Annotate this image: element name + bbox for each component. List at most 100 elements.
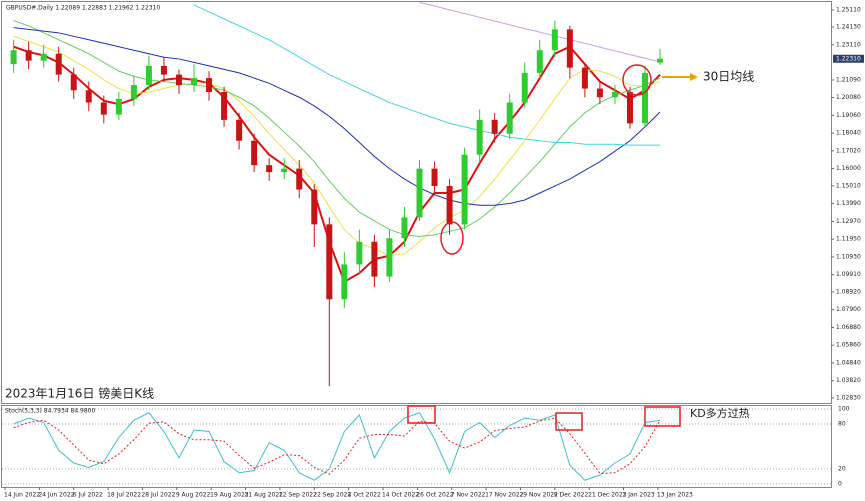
last-price-label: 1.22310: [836, 55, 861, 62]
candle-body: [611, 92, 618, 98]
candle-body: [386, 238, 393, 277]
annotation: KD多方过热: [690, 406, 750, 420]
line-series: [419, 2, 661, 63]
candle-body: [521, 72, 528, 103]
y-tick-label: 1.13990: [836, 200, 861, 207]
candle-body: [536, 50, 543, 73]
candle-body: [326, 224, 333, 300]
x-tick-label: 12 Sep 2022: [279, 492, 317, 499]
arrow-head: [690, 73, 698, 81]
x-tick-label: 14 Jun 2022: [4, 492, 40, 499]
y-tick-label: 1.04840: [836, 359, 861, 366]
x-tick-label: 18 Jul 2022: [107, 492, 141, 499]
x-tick-label: 9 Dec 2022: [554, 492, 589, 499]
candle-body: [371, 241, 378, 277]
last-price-box: [833, 54, 864, 63]
y-tick-label: 100: [838, 406, 850, 413]
y-tick-label: 20: [838, 466, 846, 473]
candle-body: [115, 98, 122, 115]
candle-body: [416, 168, 423, 218]
y-tick-label: 1.11950: [836, 236, 861, 243]
price-frame: [1, 1, 832, 404]
x-tick-label: 9 Aug 2022: [176, 492, 211, 499]
candle-body: [130, 85, 137, 99]
line-series: [13, 27, 661, 206]
candle-body: [657, 58, 664, 63]
y-tick-label: 1.08920: [836, 288, 861, 295]
line-series: [13, 20, 661, 238]
annotation: 30日均线: [703, 70, 754, 84]
candle-body: [145, 65, 152, 86]
x-tick-label: 22 Sep 2022: [313, 492, 351, 499]
candle-body: [236, 119, 243, 141]
y-tick-label: 1.20080: [836, 94, 861, 101]
y-tick-label: 1.07900: [836, 306, 861, 313]
highlight-box: [407, 405, 436, 424]
stoch-header: Stoch(5,3,3) 84.7934 84.9800: [5, 408, 96, 415]
candle-body: [596, 88, 603, 98]
y-tick-label: 1.15010: [836, 182, 861, 189]
y-tick-label: 1.25110: [836, 7, 861, 14]
x-tick-label: 17 Nov 2022: [485, 492, 524, 499]
x-tick-label: 4 Oct 2022: [348, 492, 381, 499]
candle-body: [491, 119, 498, 134]
candle-body: [626, 92, 633, 124]
candle-body: [221, 92, 228, 120]
x-tick-label: 26 Oct 2022: [416, 492, 453, 499]
candle-body: [566, 29, 573, 68]
candle-body: [506, 102, 513, 134]
y-tick-label: 0: [838, 481, 842, 488]
y-tick-label: 1.02830: [836, 394, 861, 401]
y-tick-label: 1.06880: [836, 324, 861, 331]
candle-body: [296, 168, 303, 190]
candle-body: [341, 264, 348, 300]
y-tick-label: 1.12970: [836, 218, 861, 225]
y-tick-label: 1.19060: [836, 112, 861, 119]
candle-body: [401, 217, 408, 239]
x-tick-label: 31 Aug 2022: [245, 492, 284, 499]
x-tick-label: 21 Dec 2022: [588, 492, 627, 499]
candle-body: [70, 74, 77, 91]
y-tick-label: 1.10930: [836, 253, 861, 260]
y-tick-label: 1.17020: [836, 147, 861, 154]
highlight-circle: [622, 64, 652, 96]
candle-body: [160, 65, 167, 75]
chart-title: 2023年1月16日 镑美日K线: [5, 386, 154, 401]
candle-body: [40, 53, 47, 61]
candle-body: [461, 154, 468, 225]
candle-body: [281, 168, 288, 173]
candle-body: [85, 90, 92, 103]
y-tick-label: 1.18040: [836, 130, 861, 137]
x-tick-label: 6 Jul 2022: [73, 492, 103, 499]
x-tick-label: 19 Aug 2022: [210, 492, 249, 499]
x-tick-label: 28 Jul 2022: [141, 492, 175, 499]
x-tick-label: 13 Jan 2023: [657, 492, 693, 499]
y-tick-label: 1.05860: [836, 342, 861, 349]
y-tick-label: 1.24130: [836, 24, 861, 31]
candle-body: [476, 119, 483, 155]
y-tick-label: 1.09910: [836, 271, 861, 278]
candle-body: [10, 50, 17, 65]
candle-body: [446, 186, 453, 225]
candle-body: [356, 241, 363, 265]
candle-body: [55, 53, 62, 75]
candle-body: [431, 168, 438, 187]
x-tick-label: 3 Jan 2023: [623, 492, 655, 499]
candle-body: [175, 74, 182, 86]
candle-body: [100, 102, 107, 115]
candle-body: [25, 50, 32, 61]
price-panel: 1.25110 1.24130 1.23110 1.21090 1.20080 1.190…: [10, 2, 864, 401]
highlight-box: [555, 412, 583, 431]
highlight-box: [644, 406, 681, 427]
candle-body: [206, 78, 213, 93]
line-series: [13, 35, 661, 257]
candle-body: [581, 67, 588, 89]
candle-body: [191, 78, 198, 86]
highlight-circle: [440, 221, 464, 255]
candle-body: [251, 140, 258, 166]
x-tick-label: 24 Jun 2022: [38, 492, 74, 499]
